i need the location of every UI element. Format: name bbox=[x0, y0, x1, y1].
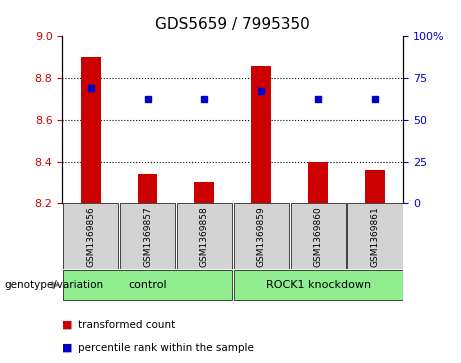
Bar bbox=[308, 162, 328, 203]
FancyBboxPatch shape bbox=[120, 203, 175, 269]
Bar bbox=[251, 65, 271, 203]
Text: GSM1369860: GSM1369860 bbox=[313, 206, 323, 267]
FancyBboxPatch shape bbox=[234, 203, 289, 269]
Bar bbox=[365, 170, 385, 203]
Text: GSM1369861: GSM1369861 bbox=[371, 206, 379, 267]
FancyBboxPatch shape bbox=[63, 203, 118, 269]
Text: GSM1369858: GSM1369858 bbox=[200, 206, 209, 267]
Text: transformed count: transformed count bbox=[78, 320, 176, 330]
FancyBboxPatch shape bbox=[63, 270, 232, 300]
FancyBboxPatch shape bbox=[348, 203, 402, 269]
Text: control: control bbox=[128, 280, 167, 290]
Text: genotype/variation: genotype/variation bbox=[5, 280, 104, 290]
Text: ■: ■ bbox=[62, 320, 73, 330]
Text: GSM1369857: GSM1369857 bbox=[143, 206, 152, 267]
Text: percentile rank within the sample: percentile rank within the sample bbox=[78, 343, 254, 352]
Text: ■: ■ bbox=[62, 343, 73, 352]
Text: ROCK1 knockdown: ROCK1 knockdown bbox=[266, 280, 371, 290]
Bar bbox=[195, 182, 214, 203]
FancyBboxPatch shape bbox=[290, 203, 346, 269]
Bar bbox=[137, 174, 158, 203]
Text: GSM1369859: GSM1369859 bbox=[257, 206, 266, 267]
FancyBboxPatch shape bbox=[234, 270, 402, 300]
FancyBboxPatch shape bbox=[177, 203, 232, 269]
Title: GDS5659 / 7995350: GDS5659 / 7995350 bbox=[155, 17, 310, 32]
Bar bbox=[81, 57, 100, 203]
Text: GSM1369856: GSM1369856 bbox=[86, 206, 95, 267]
